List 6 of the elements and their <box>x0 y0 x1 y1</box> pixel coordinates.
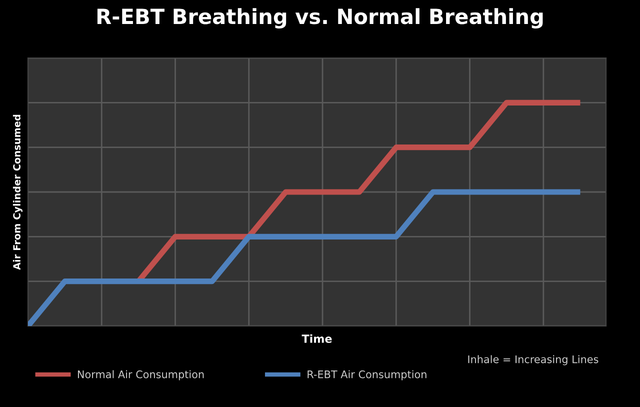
legend-label: Normal Air Consumption <box>78 370 204 380</box>
text: Inhale = Increasing Lines <box>468 355 598 366</box>
y-axis-title: Air From Cylinder Consumed <box>12 114 22 270</box>
chart-title: R-EBT Breathing vs. Normal Breathing <box>97 8 543 28</box>
x-axis-title: Time <box>302 334 332 343</box>
legend-label: R-EBT Air Consumption <box>308 370 426 380</box>
